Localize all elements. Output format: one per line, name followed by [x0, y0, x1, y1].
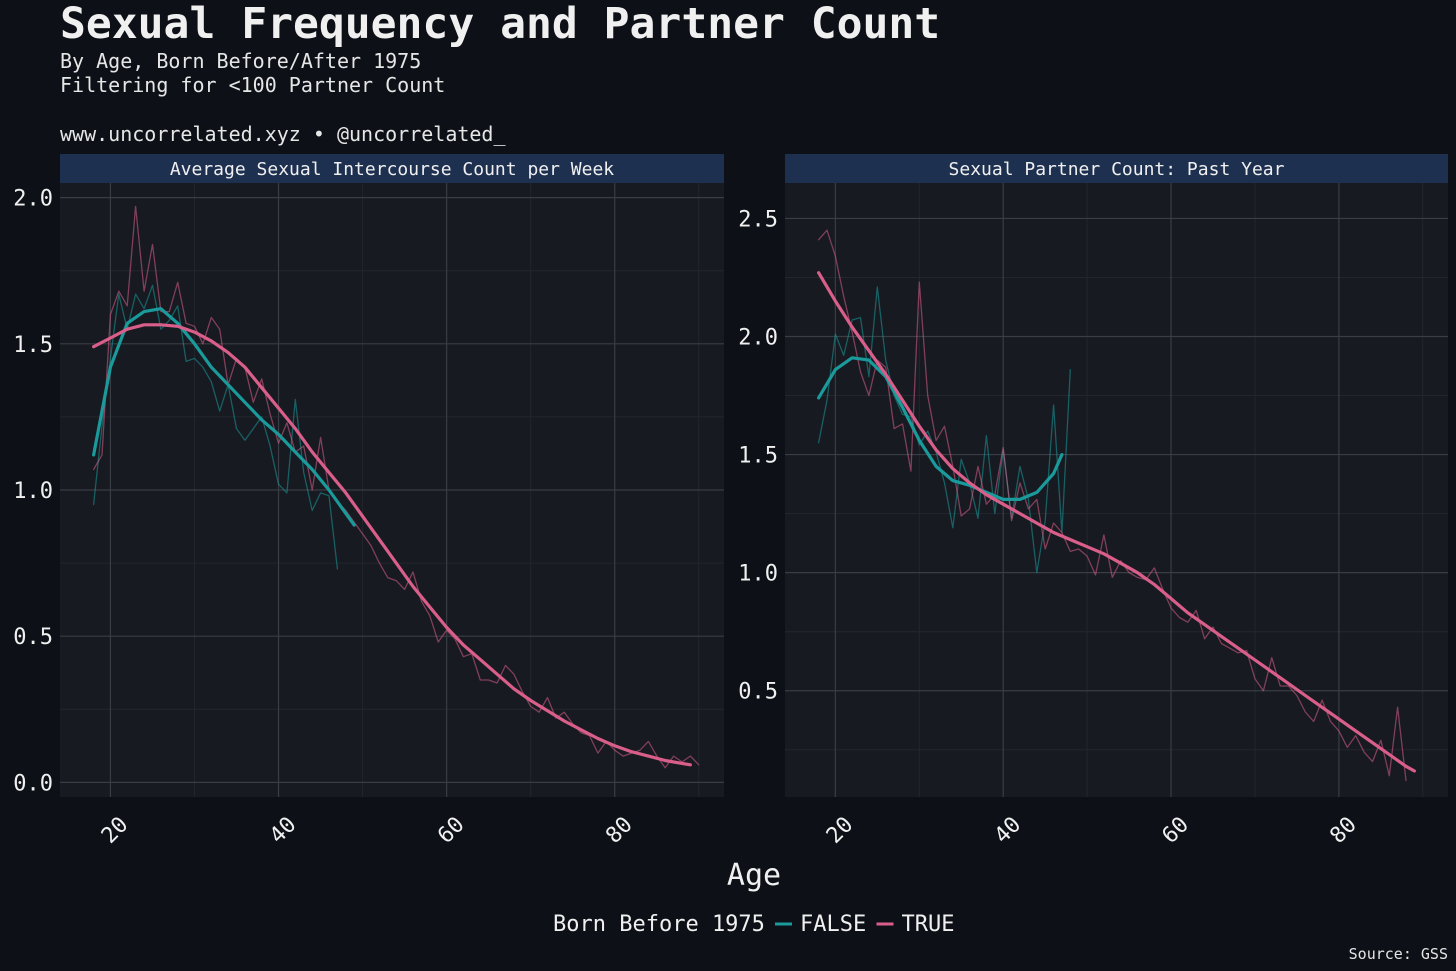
x-tick-label: 60	[433, 812, 469, 848]
x-tick-label: 20	[822, 812, 858, 848]
series-line-false-raw	[817, 286, 1071, 574]
x-tick-label: 20	[97, 812, 133, 848]
y-tick-label: 2.5	[738, 207, 778, 232]
source-note: Source: GSS	[1348, 945, 1448, 963]
series-line-true-smooth	[92, 323, 692, 767]
credit-line: www.uncorrelated.xyz • @uncorrelated_	[60, 122, 506, 146]
x-tick-label: 40	[265, 812, 301, 848]
chart-title: Sexual Frequency and Partner Count	[60, 0, 941, 49]
y-tick-label: 1.5	[13, 333, 53, 358]
y-tick-label: 0.0	[13, 771, 53, 796]
y-tick-label: 1.0	[738, 562, 778, 587]
y-tick-label: 1.5	[738, 444, 778, 469]
series-line-false-smooth	[92, 307, 356, 527]
series-line-false-raw	[92, 284, 339, 570]
legend-title: Born Before 1975	[553, 912, 765, 937]
series-line-true-raw	[817, 229, 1407, 782]
legend-label-true: TRUE	[902, 912, 955, 937]
x-tick-label: 60	[1158, 812, 1194, 848]
x-tick-label: 80	[1325, 812, 1361, 848]
facet-strip	[60, 154, 724, 183]
y-tick-label: 2.0	[13, 187, 53, 212]
facet-strip	[785, 154, 1448, 183]
series-line-true-raw	[92, 205, 700, 769]
y-tick-label: 1.0	[13, 479, 53, 504]
series-line-false-smooth	[817, 356, 1064, 501]
legend-label-false: FALSE	[800, 912, 866, 937]
facet-strip-label: Average Sexual Intercourse Count per Wee…	[170, 159, 614, 180]
y-tick-label: 0.5	[738, 680, 778, 705]
series-line-true-smooth	[817, 271, 1416, 773]
x-axis-label: Age	[727, 858, 781, 893]
facet-strip-label: Sexual Partner Count: Past Year	[949, 159, 1285, 180]
legend: Born Before 1975 FALSE TRUE	[553, 912, 954, 937]
x-tick-label: 80	[601, 812, 637, 848]
chart-subtitle: By Age, Born Before/After 1975	[60, 49, 422, 73]
y-tick-label: 0.5	[13, 625, 53, 650]
x-tick-label: 40	[990, 812, 1026, 848]
y-tick-label: 2.0	[738, 326, 778, 351]
panel-2: Sexual Partner Count: Past Year 20 40 60 80 0…	[738, 154, 1448, 849]
panel-background	[785, 183, 1448, 797]
panel-1: Average Sexual Intercourse Count per Wee…	[13, 154, 724, 849]
chart-subtitle-filter: Filtering for <100 Partner Count	[60, 73, 446, 97]
